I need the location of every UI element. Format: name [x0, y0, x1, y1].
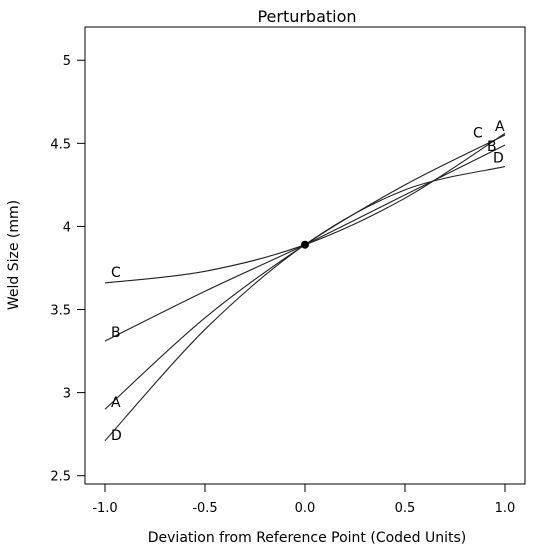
series-line-c	[104, 132, 506, 284]
y-tick-label: 5	[63, 54, 71, 69]
x-axis-label: Deviation from Reference Point (Coded Un…	[148, 530, 467, 546]
series-line-a	[104, 134, 506, 410]
series-label-left-a: A	[111, 395, 121, 411]
series-label-left-c: C	[111, 265, 121, 281]
series-label-left-b: B	[111, 325, 121, 341]
x-tick-label: 0.0	[295, 501, 316, 516]
x-tick-label: 1.0	[495, 501, 516, 516]
series-label-right-c: C	[473, 125, 483, 141]
y-tick-label: 4.5	[50, 137, 71, 152]
reference-point-marker	[301, 240, 309, 249]
series-label-right-d: D	[493, 151, 504, 167]
series-label-left-d: D	[111, 428, 122, 444]
series-curves	[104, 132, 506, 442]
series-line-d	[104, 166, 506, 442]
x-axis-ticks: -1.0 -0.5 0.0 0.5 1.0	[92, 484, 515, 516]
x-tick-label: 0.5	[395, 501, 416, 516]
chart-title: Perturbation	[257, 7, 356, 26]
plot-frame	[84, 26, 526, 485]
series-label-right-b: B	[487, 139, 497, 155]
x-tick-label: -1.0	[92, 501, 117, 516]
x-tick-label: -0.5	[192, 501, 217, 516]
y-axis-label: Weld Size (mm)	[6, 200, 22, 310]
y-tick-label: 3	[63, 387, 71, 402]
y-tick-label: 4	[63, 220, 71, 235]
series-label-right-a: A	[495, 119, 505, 135]
y-tick-label: 2.5	[50, 470, 71, 485]
y-axis-ticks: 2.5 3 3.5 4 4.5 5	[50, 54, 85, 485]
y-tick-label: 3.5	[50, 304, 71, 319]
